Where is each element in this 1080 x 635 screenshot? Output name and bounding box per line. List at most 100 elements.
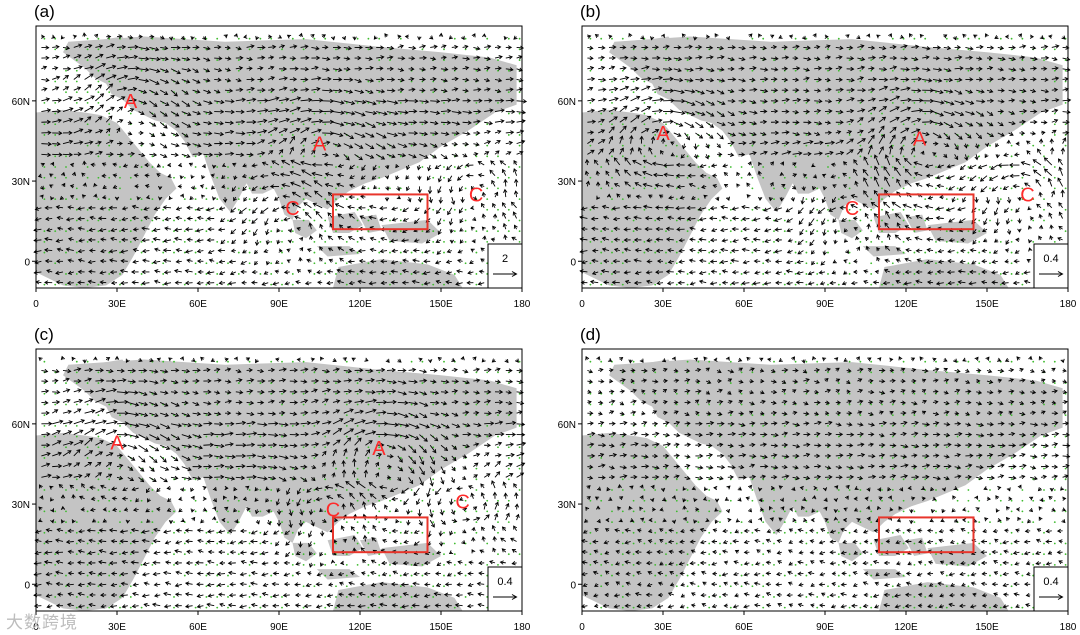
wind-vector-head — [220, 240, 225, 245]
wind-vector-shaft — [641, 97, 653, 102]
wind-vector-head — [412, 248, 417, 253]
wind-vector-head — [65, 217, 71, 222]
wind-vector-shaft — [343, 143, 353, 149]
wind-vector-head — [453, 66, 458, 71]
x-tick-label: 0 — [33, 299, 39, 310]
significance-dot — [389, 273, 391, 275]
wind-vector-head — [460, 35, 465, 41]
significance-dot — [324, 144, 327, 147]
wind-vector-head — [614, 86, 619, 92]
significance-dot — [270, 134, 273, 136]
region-box — [332, 193, 429, 231]
significance-dot — [432, 176, 435, 179]
significance-dot — [600, 230, 603, 233]
wind-vector-head — [176, 57, 181, 62]
significance-dot — [859, 240, 862, 243]
significance-dot — [837, 112, 840, 115]
wind-vector-head — [99, 93, 105, 98]
significance-dot — [643, 69, 646, 72]
wind-vector-head — [436, 209, 441, 215]
wind-vector-head — [380, 155, 386, 160]
wind-vector-shaft — [706, 56, 714, 59]
wind-vector-shaft — [127, 88, 137, 91]
wind-vector-shaft — [598, 108, 606, 112]
significance-dot — [1032, 198, 1035, 201]
wind-vector-head — [202, 36, 207, 41]
significance-dot — [421, 48, 424, 51]
wind-vector-head — [253, 197, 258, 203]
significance-dot — [443, 219, 445, 222]
wind-vector-shaft — [652, 98, 664, 102]
wind-vector-head — [176, 45, 181, 50]
wind-vector-shaft — [379, 218, 388, 221]
wind-vector-head — [217, 77, 222, 82]
wind-vector-head — [206, 270, 211, 275]
wind-vector-head — [289, 146, 294, 151]
wind-vector-head — [221, 184, 226, 189]
wind-vector-head — [764, 67, 769, 72]
wind-vector-shaft — [954, 121, 963, 127]
wind-vector-head — [296, 106, 301, 111]
wind-vector-shaft — [494, 67, 502, 70]
wind-vector-shaft — [257, 152, 265, 155]
wind-vector-shaft — [430, 45, 438, 48]
wind-vector-shaft — [451, 88, 458, 91]
wind-vector-head — [994, 35, 999, 39]
wind-vector-shaft — [428, 164, 431, 171]
wind-vector-shaft — [46, 228, 53, 232]
wind-vector-shaft — [375, 143, 386, 150]
wind-vector-head — [478, 269, 484, 274]
wind-vector-head — [1000, 88, 1005, 93]
significance-dot — [719, 251, 721, 254]
wind-vector-shaft — [278, 128, 288, 134]
wind-vector-shaft — [386, 153, 395, 158]
significance-dot — [945, 80, 948, 83]
significance-dot — [486, 230, 489, 233]
wind-vector-shaft — [673, 111, 685, 114]
wind-vector-head — [401, 56, 406, 61]
wind-vector-head — [906, 106, 912, 111]
wind-vector-head — [402, 249, 408, 254]
significance-dot — [119, 273, 121, 275]
wind-vector-shaft — [154, 270, 161, 273]
wind-vector-head — [423, 259, 428, 264]
significance-dot — [729, 262, 732, 265]
wind-vector-head — [94, 33, 99, 38]
wind-vector-head — [197, 102, 202, 106]
significance-dot — [151, 37, 154, 40]
wind-vector-head — [100, 73, 106, 78]
wind-vector-head — [429, 35, 434, 40]
wind-vector-head — [805, 109, 811, 114]
significance-dot — [848, 91, 851, 94]
significance-dot — [805, 273, 808, 275]
wind-vector-shaft — [328, 235, 334, 241]
wind-vector-head — [701, 111, 706, 116]
wind-vector-head — [185, 227, 190, 232]
wind-vector-head — [79, 107, 84, 112]
wind-vector-head — [730, 122, 736, 127]
wind-vector-shaft — [197, 217, 204, 219]
wind-vector-shaft — [127, 56, 138, 59]
wind-vector-head — [752, 55, 757, 60]
significance-dot — [464, 219, 467, 222]
significance-dot — [686, 283, 689, 286]
significance-dot — [119, 59, 121, 61]
wind-vector-head — [1011, 45, 1016, 50]
wind-vector-head — [498, 54, 503, 60]
wind-vector-head — [838, 98, 843, 103]
significance-dot — [43, 283, 46, 286]
wind-vector-shaft — [451, 143, 458, 145]
significance-dot — [432, 251, 435, 254]
significance-dot — [816, 123, 819, 126]
wind-vector-head — [1033, 119, 1038, 125]
significance-dot — [313, 262, 316, 265]
wind-vector-head — [319, 257, 324, 262]
wind-vector-shaft — [932, 79, 942, 82]
wind-vector-head — [591, 97, 596, 103]
wind-vector-head — [158, 185, 163, 191]
wind-vector-shaft — [343, 46, 352, 50]
wind-vector-head — [219, 121, 224, 126]
wind-vector-head — [129, 35, 134, 40]
wind-vector-head — [1021, 119, 1026, 125]
wind-vector-head — [44, 280, 49, 285]
